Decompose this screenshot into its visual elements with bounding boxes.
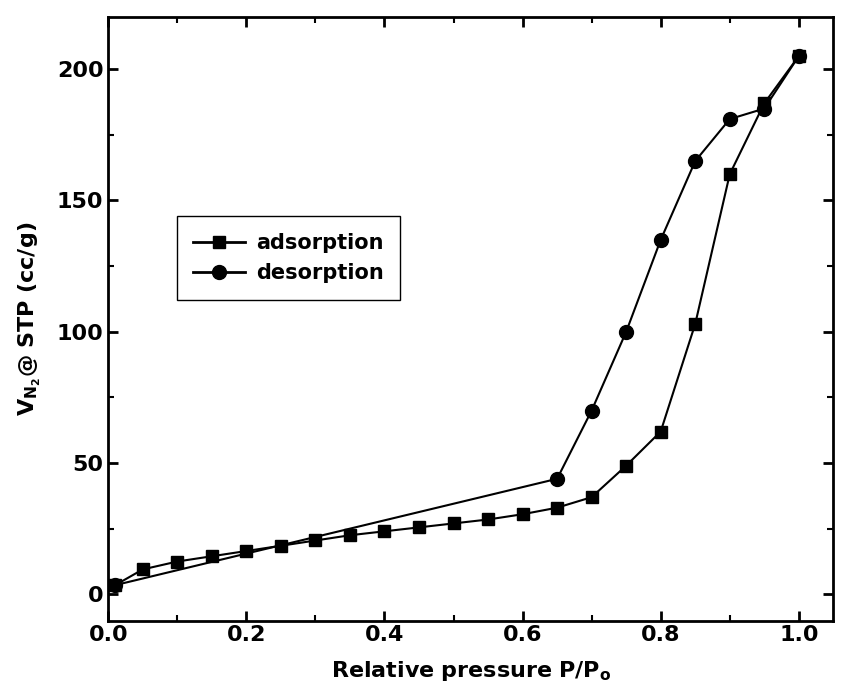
adsorption [275, 542, 286, 550]
adsorption [759, 99, 769, 108]
Line: desorption: desorption [108, 49, 806, 592]
adsorption [655, 427, 666, 435]
adsorption [310, 536, 320, 545]
desorption [586, 406, 597, 414]
adsorption [241, 547, 252, 555]
adsorption [345, 531, 355, 540]
desorption [794, 52, 804, 60]
adsorption [518, 510, 528, 519]
adsorption [173, 557, 183, 566]
X-axis label: $\mathbf{Relative\ pressure\ P/P_o}$: $\mathbf{Relative\ pressure\ P/P_o}$ [331, 659, 611, 683]
adsorption [379, 527, 389, 536]
adsorption [586, 493, 597, 501]
Legend: adsorption, desorption: adsorption, desorption [177, 216, 400, 300]
desorption [759, 104, 769, 113]
adsorption [725, 170, 735, 178]
adsorption [414, 523, 424, 531]
desorption [552, 475, 562, 483]
adsorption [207, 552, 217, 561]
desorption [110, 581, 121, 589]
adsorption [138, 565, 148, 573]
adsorption [483, 515, 493, 524]
adsorption [110, 581, 121, 589]
desorption [621, 328, 632, 336]
adsorption [690, 320, 700, 328]
desorption [690, 157, 700, 165]
adsorption [794, 52, 804, 60]
adsorption [621, 461, 632, 470]
Y-axis label: $\mathbf{V_{N_2}}$$\mathbf{@\ STP\ (cc/g)}$: $\mathbf{V_{N_2}}$$\mathbf{@\ STP\ (cc/g… [17, 221, 42, 416]
adsorption [449, 519, 459, 528]
Line: adsorption: adsorption [109, 50, 805, 592]
desorption [655, 236, 666, 244]
adsorption [552, 503, 562, 512]
desorption [725, 115, 735, 123]
